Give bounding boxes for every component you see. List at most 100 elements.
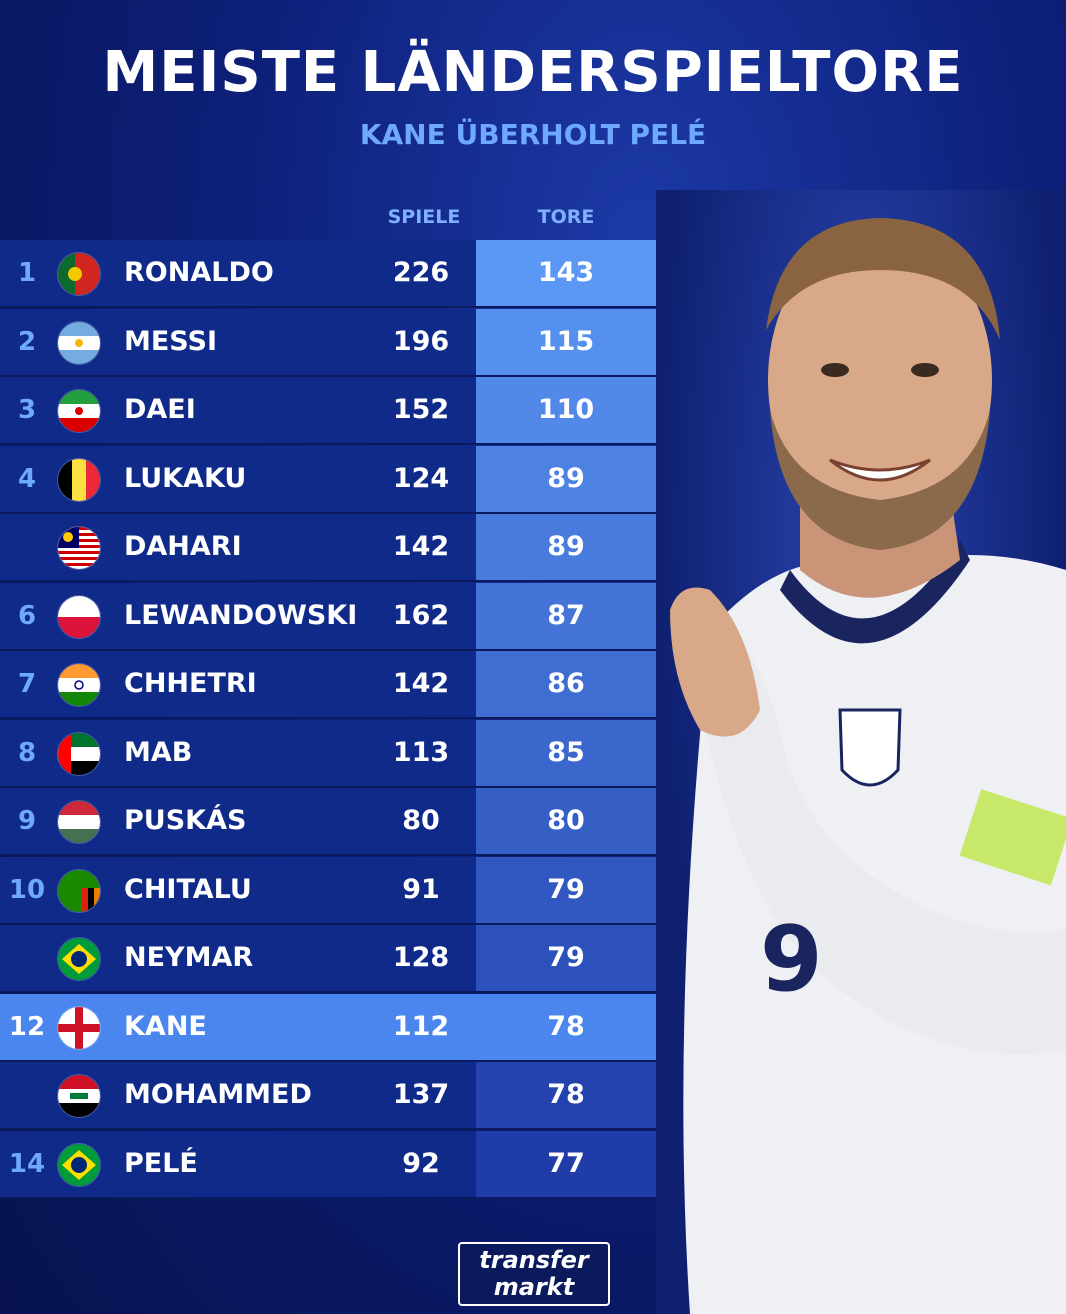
- player-name: DAEI: [124, 394, 196, 425]
- table-row: 7 CHHETRI 142 86: [0, 651, 656, 719]
- player-photo: 9: [670, 218, 1066, 1314]
- goals-value: 143: [537, 257, 595, 288]
- goals-cell: 77: [476, 1130, 656, 1197]
- games-value: 142: [392, 668, 450, 699]
- goals-cell: 143: [476, 240, 656, 306]
- hungary-flag-icon: [57, 800, 101, 844]
- goals-value: 77: [547, 1147, 585, 1179]
- table-row: 1 RONALDO 226 143: [0, 240, 656, 308]
- malaysia-flag-icon: [57, 526, 101, 570]
- player-name: NEYMAR: [124, 942, 254, 973]
- poland-flag-icon: [57, 594, 101, 639]
- games-value: 112: [392, 1010, 450, 1042]
- goals-value: 115: [537, 325, 595, 357]
- row-rank: 4: [17, 463, 37, 494]
- row-rank: 7: [17, 669, 37, 699]
- goals-cell: 110: [476, 377, 656, 443]
- table-row: 4 LUKAKU 124 89: [0, 445, 656, 514]
- player-name: RONALDO: [124, 257, 274, 288]
- table-row: MOHAMMED 137 78: [0, 1062, 656, 1130]
- goals-value: 86: [547, 668, 585, 699]
- games-value: 124: [392, 462, 450, 494]
- games-value: 80: [402, 805, 440, 836]
- games-value: 128: [392, 942, 450, 973]
- brazil-flag-icon: [57, 1142, 101, 1187]
- goals-cell: 86: [476, 651, 656, 717]
- goals-cell: 85: [476, 719, 656, 786]
- table-row: DAHARI 142 89: [0, 514, 656, 582]
- row-rank: 9: [17, 806, 37, 836]
- goals-cell: 78: [476, 1062, 656, 1128]
- player-name: CHITALU: [124, 873, 252, 905]
- goals-value: 85: [547, 736, 585, 768]
- player-name: MESSI: [124, 325, 218, 357]
- table-row: 12 KANE 112 78: [0, 993, 656, 1062]
- goals-value: 80: [547, 805, 585, 836]
- iraq-flag-icon: [57, 1074, 101, 1118]
- row-rank: 2: [17, 326, 37, 357]
- table-row: 6 LEWANDOWSKI 162 87: [0, 582, 656, 651]
- player-name: LUKAKU: [124, 462, 247, 494]
- zambia-flag-icon: [57, 868, 101, 913]
- games-value: 226: [392, 257, 450, 288]
- row-rank: 12: [8, 1011, 46, 1042]
- row-rank: [0, 1062, 54, 1128]
- iran-flag-icon: [57, 389, 101, 433]
- row-rank: 8: [17, 737, 37, 768]
- row-rank: [0, 514, 54, 580]
- row-rank: 10: [8, 874, 46, 905]
- games-value: 91: [402, 873, 440, 905]
- page-subtitle: KANE ÜBERHOLT PELÉ: [359, 118, 707, 151]
- player-name: KANE: [124, 1010, 207, 1042]
- goals-value: 79: [547, 873, 585, 905]
- row-rank: 14: [8, 1148, 46, 1179]
- player-name: MOHAMMED: [124, 1079, 312, 1110]
- portugal-flag-icon: [57, 252, 101, 296]
- games-value: 92: [402, 1147, 440, 1179]
- games-value: 113: [392, 736, 450, 768]
- games-value: 162: [392, 599, 450, 631]
- games-value: 196: [392, 325, 450, 357]
- player-name: PUSKÁS: [124, 805, 247, 836]
- goals-value: 89: [547, 462, 585, 494]
- table-row: 3 DAEI 152 110: [0, 377, 656, 445]
- table-row: 14 PELÉ 92 77: [0, 1130, 656, 1199]
- player-name: LEWANDOWSKI: [124, 599, 358, 631]
- svg-text:9: 9: [760, 907, 823, 1012]
- argentina-flag-icon: [57, 320, 101, 365]
- row-rank: [0, 925, 54, 991]
- table-row: 9 PUSKÁS 80 80: [0, 788, 656, 856]
- page-title: MEISTE LÄNDERSPIELTORE: [102, 40, 964, 105]
- games-value: 137: [392, 1079, 450, 1110]
- table-row: NEYMAR 128 79: [0, 925, 656, 993]
- row-rank: 3: [17, 395, 37, 425]
- column-header-games: SPIELE: [387, 206, 461, 228]
- brazil-flag-icon: [57, 937, 101, 981]
- player-name: DAHARI: [124, 531, 242, 562]
- goals-value: 87: [547, 599, 585, 631]
- goals-value: 78: [547, 1010, 585, 1042]
- goals-cell: 79: [476, 856, 656, 923]
- logo-text-line2: markt: [493, 1273, 575, 1301]
- row-rank: 6: [17, 600, 37, 631]
- goals-cell: 80: [476, 788, 656, 854]
- table-row: 10 CHITALU 91 79: [0, 856, 656, 925]
- table-row: 2 MESSI 196 115: [0, 308, 656, 377]
- goals-value: 79: [547, 942, 585, 973]
- player-name: CHHETRI: [124, 668, 257, 699]
- player-name: MAB: [124, 736, 193, 768]
- goals-value: 89: [547, 531, 585, 562]
- table-row: 8 MAB 113 85: [0, 719, 656, 788]
- games-value: 152: [392, 394, 450, 425]
- india-flag-icon: [57, 663, 101, 707]
- row-rank: 1: [17, 258, 37, 288]
- logo-text-line1: transfer: [479, 1246, 589, 1274]
- goals-value: 110: [537, 394, 595, 425]
- uae-flag-icon: [57, 731, 101, 776]
- goals-cell: 89: [476, 445, 656, 512]
- games-value: 142: [392, 531, 450, 562]
- goals-cell: 79: [476, 925, 656, 991]
- goals-cell: 89: [476, 514, 656, 580]
- england-flag-icon: [57, 1005, 101, 1050]
- transfermarkt-logo: transfer markt: [458, 1242, 610, 1306]
